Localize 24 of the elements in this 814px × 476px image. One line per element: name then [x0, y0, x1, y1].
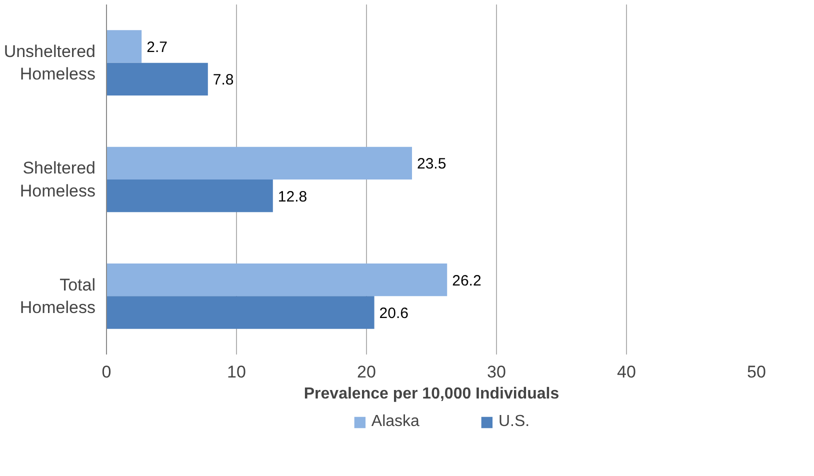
data-label: 2.7	[146, 39, 168, 56]
data-label: 12.8	[278, 188, 308, 206]
x-tick-label: 20	[357, 362, 376, 382]
y-tick-label: Total Homeless	[20, 275, 96, 318]
data-label: 23.5	[417, 156, 446, 173]
legend-label: U.S.	[498, 413, 530, 431]
x-tick-label: 40	[617, 362, 636, 382]
bar	[106, 296, 374, 329]
y-tick-label: Sheltered Homeless	[20, 158, 96, 200]
bar	[106, 264, 448, 296]
x-axis-title: Prevalence per 10,000 Individuals	[304, 386, 560, 402]
data-label: 26.2	[452, 272, 482, 290]
y-tick-label: Unsheltered Homeless	[4, 42, 96, 84]
x-tick-label: 50	[747, 362, 766, 382]
x-tick-label: 30	[487, 362, 506, 382]
data-label: 20.6	[379, 305, 409, 322]
bar	[106, 146, 412, 180]
x-tick-label: 0	[102, 362, 112, 382]
bar	[106, 180, 273, 212]
bar	[106, 62, 208, 96]
bar	[106, 30, 142, 63]
data-label: 7.8	[212, 72, 234, 89]
x-tick-label: 10	[227, 362, 246, 382]
legend-label: Alaska	[371, 413, 420, 431]
